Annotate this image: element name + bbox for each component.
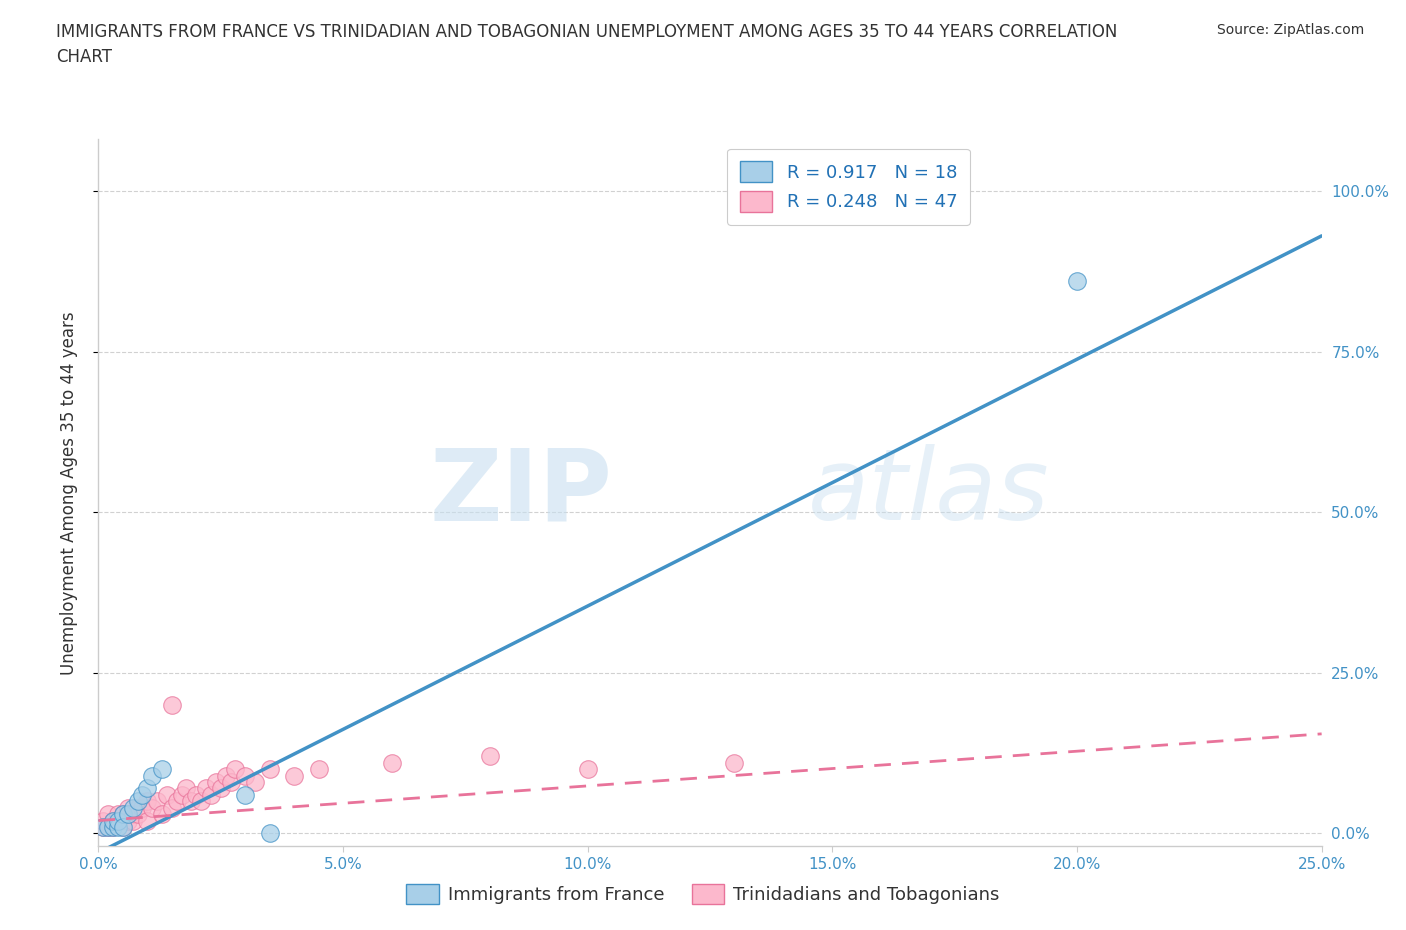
Point <box>150 806 173 821</box>
Point <box>111 806 134 821</box>
Point <box>117 813 139 828</box>
Point <box>101 819 124 834</box>
Point <box>121 801 143 816</box>
Point <box>176 781 198 796</box>
Text: IMMIGRANTS FROM FRANCE VS TRINIDADIAN AND TOBAGONIAN UNEMPLOYMENT AMONG AGES 35 : IMMIGRANTS FROM FRANCE VS TRINIDADIAN AN… <box>56 23 1118 41</box>
Point <box>97 806 120 821</box>
Point <box>166 794 188 809</box>
Point <box>141 801 163 816</box>
Point <box>381 755 404 770</box>
Point <box>141 768 163 783</box>
Point <box>111 806 134 821</box>
Point <box>101 813 124 828</box>
Point <box>111 819 134 834</box>
Point <box>283 768 305 783</box>
Point <box>97 819 120 834</box>
Point <box>127 806 149 821</box>
Legend: Immigrants from France, Trinidadians and Tobagonians: Immigrants from France, Trinidadians and… <box>399 876 1007 911</box>
Point <box>209 781 232 796</box>
Point <box>131 788 153 803</box>
Point <box>127 794 149 809</box>
Point <box>111 819 134 834</box>
Point <box>243 775 266 790</box>
Point <box>190 794 212 809</box>
Point <box>259 762 281 777</box>
Point <box>107 813 129 828</box>
Y-axis label: Unemployment Among Ages 35 to 44 years: Unemployment Among Ages 35 to 44 years <box>59 312 77 674</box>
Point <box>97 819 120 834</box>
Point <box>127 801 149 816</box>
Text: atlas: atlas <box>808 445 1049 541</box>
Point <box>150 762 173 777</box>
Text: Source: ZipAtlas.com: Source: ZipAtlas.com <box>1216 23 1364 37</box>
Point <box>233 788 256 803</box>
Point <box>233 768 256 783</box>
Point <box>160 801 183 816</box>
Point <box>259 826 281 841</box>
Point <box>214 768 236 783</box>
Point <box>101 813 124 828</box>
Point <box>136 813 159 828</box>
Point <box>186 788 208 803</box>
Point <box>219 775 242 790</box>
Point <box>478 749 501 764</box>
Point <box>107 806 129 821</box>
Point <box>136 794 159 809</box>
Point <box>200 788 222 803</box>
Point <box>91 819 114 834</box>
Point <box>121 813 143 828</box>
Point <box>156 788 179 803</box>
Point <box>101 819 124 834</box>
Point <box>117 801 139 816</box>
Point <box>1066 273 1088 288</box>
Point <box>146 794 169 809</box>
Point <box>160 698 183 712</box>
Point <box>136 781 159 796</box>
Point <box>121 806 143 821</box>
Point <box>195 781 218 796</box>
Point <box>170 788 193 803</box>
Point <box>180 794 202 809</box>
Point <box>107 813 129 828</box>
Point <box>205 775 228 790</box>
Point <box>91 813 114 828</box>
Legend: R = 0.917   N = 18, R = 0.248   N = 47: R = 0.917 N = 18, R = 0.248 N = 47 <box>727 149 970 224</box>
Point <box>576 762 599 777</box>
Point <box>224 762 246 777</box>
Text: ZIP: ZIP <box>429 445 612 541</box>
Point <box>131 801 153 816</box>
Point <box>723 755 745 770</box>
Point <box>117 806 139 821</box>
Point <box>91 819 114 834</box>
Point <box>107 819 129 834</box>
Text: CHART: CHART <box>56 48 112 66</box>
Point <box>308 762 330 777</box>
